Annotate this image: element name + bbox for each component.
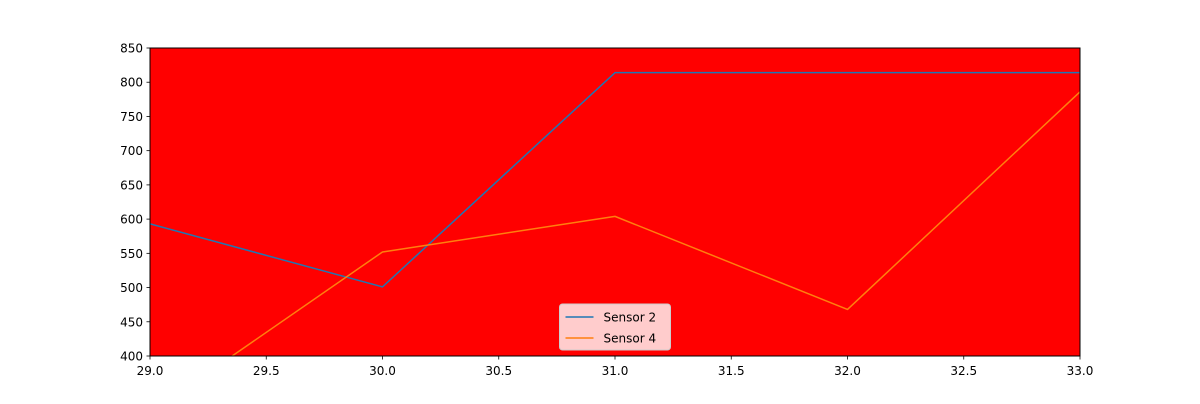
x-tick-label: 32.0 [834, 364, 861, 378]
x-tick-label: 30.5 [485, 364, 512, 378]
x-tick-label: 32.5 [950, 364, 977, 378]
series-line-2 [230, 91, 1080, 356]
y-tick-label: 850 [120, 42, 143, 56]
y-tick-label: 400 [120, 350, 143, 364]
y-tick-label: 650 [120, 178, 143, 192]
legend: Sensor 2 Sensor 4 [559, 303, 671, 351]
x-tick-label: 33.0 [1067, 364, 1094, 378]
series-line-1 [150, 71, 1080, 288]
x-tick-label: 29.5 [253, 364, 280, 378]
x-tick-label: 31.5 [718, 364, 745, 378]
y-tick-label: 500 [120, 281, 143, 295]
legend-label: Sensor 2 [604, 311, 657, 325]
x-tick-label: 31.0 [602, 364, 629, 378]
y-tick-label: 750 [120, 110, 143, 124]
y-tick-label: 450 [120, 315, 143, 329]
y-tick-label: 700 [120, 144, 143, 158]
y-tick-label: 600 [120, 213, 143, 227]
x-tick-label: 30.0 [369, 364, 396, 378]
y-tick-label: 550 [120, 247, 143, 261]
legend-label: Sensor 4 [604, 332, 657, 346]
x-tick-label: 29.0 [137, 364, 164, 378]
y-tick-label: 800 [120, 76, 143, 90]
